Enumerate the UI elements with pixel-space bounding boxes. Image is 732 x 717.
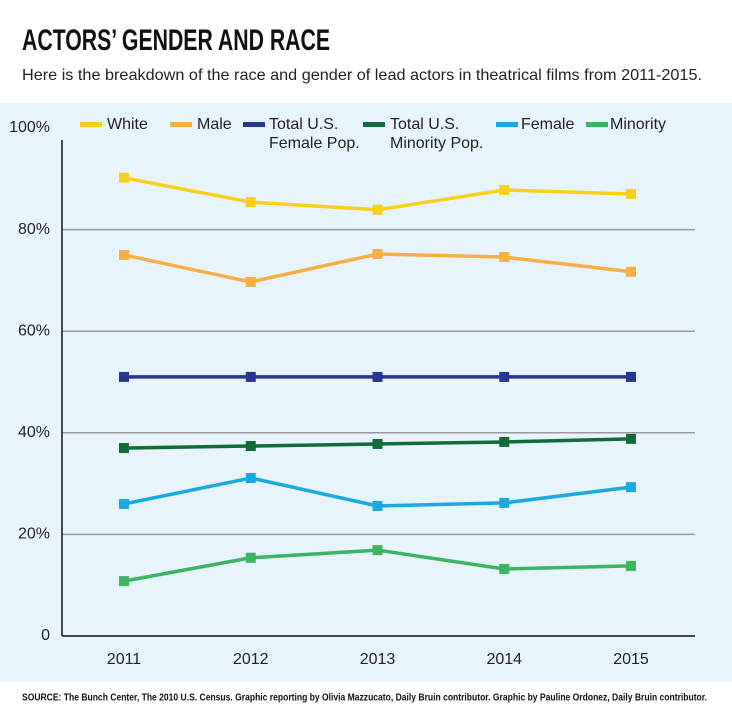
point-marker [119, 172, 129, 183]
legend-label: Male [197, 116, 232, 133]
point-marker [245, 552, 256, 563]
point-marker [119, 498, 129, 509]
point-marker [626, 433, 636, 444]
point-marker [372, 545, 383, 556]
x-tick-label: 2012 [233, 651, 269, 668]
point-marker [626, 189, 636, 200]
y-tick-label: 20% [18, 526, 50, 543]
point-marker [499, 184, 510, 195]
source-note: SOURCE: The Bunch Center, The 2010 U.S. … [22, 693, 707, 704]
y-tick-label: 40% [18, 424, 50, 441]
legend-label: Female [521, 116, 575, 133]
point-marker [626, 266, 636, 277]
legend-label: Minority [610, 116, 667, 133]
point-marker [119, 250, 129, 260]
y-tick-label: 80% [18, 221, 50, 238]
point-marker [372, 500, 383, 511]
y-tick-label: 0 [41, 627, 50, 644]
point-marker [499, 563, 510, 574]
legend-label: Total U.S. Minority Pop. [390, 116, 484, 152]
point-marker [372, 204, 383, 215]
panel [0, 103, 732, 682]
point-marker [499, 436, 510, 447]
point-marker [626, 560, 636, 571]
legend-swatch [586, 122, 608, 127]
y-tick-label: 100% [9, 119, 50, 136]
point-marker [626, 482, 636, 493]
point-marker [372, 438, 383, 449]
x-tick-label: 2011 [107, 651, 142, 668]
y-tick-label: 60% [18, 322, 50, 339]
legend-swatch [243, 122, 265, 127]
point-marker [499, 252, 510, 263]
point-marker [499, 497, 510, 508]
x-tick-label: 2014 [486, 651, 522, 668]
legend-swatch [170, 122, 192, 127]
x-tick-label: 2015 [613, 651, 649, 668]
point-marker [245, 276, 256, 287]
point-marker [119, 576, 129, 587]
point-marker [245, 197, 256, 208]
point-marker [245, 473, 256, 484]
legend-swatch [80, 122, 102, 127]
legend-swatch [496, 122, 518, 127]
legend-label: Total U.S. Female Pop. [269, 116, 360, 152]
point-marker [245, 371, 256, 382]
point-marker [372, 248, 383, 259]
point-marker [499, 371, 510, 382]
x-tick-label: 2013 [360, 651, 396, 668]
legend-label: White [107, 116, 148, 133]
chart-title: ACTORS’ GENDER AND RACE [22, 24, 330, 57]
point-marker [119, 443, 129, 454]
point-marker [119, 371, 129, 382]
point-marker [626, 371, 636, 382]
legend-swatch [363, 122, 385, 127]
chart-subtitle: Here is the breakdown of the race and ge… [22, 67, 702, 84]
point-marker [372, 371, 383, 382]
point-marker [245, 441, 256, 452]
